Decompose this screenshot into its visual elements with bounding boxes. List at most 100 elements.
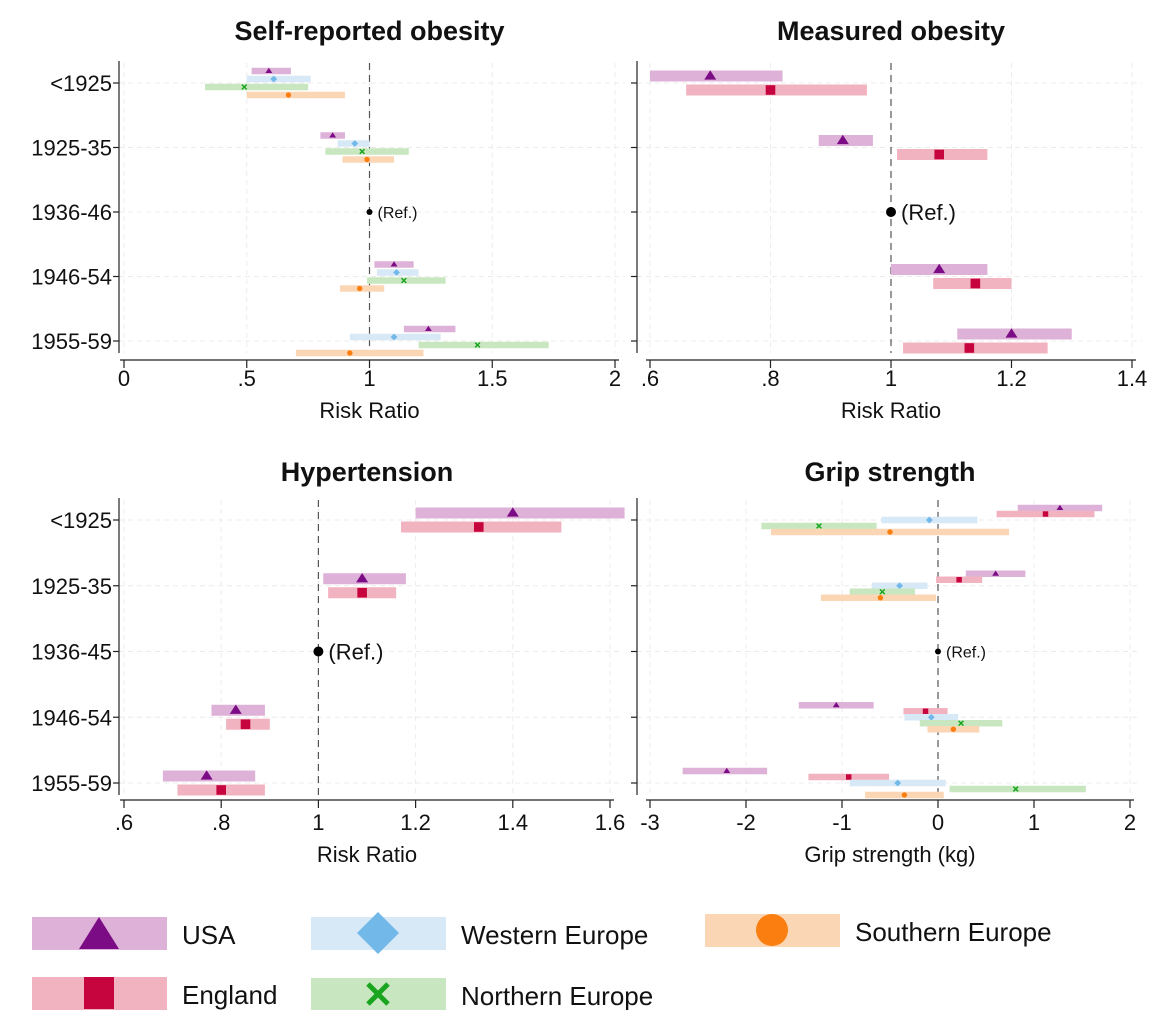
x-tick-label: -3 bbox=[640, 810, 660, 835]
y-tick-label-1925-35: 1925-35 bbox=[31, 574, 112, 599]
point-marker bbox=[390, 261, 398, 267]
point-marker bbox=[356, 573, 369, 583]
y-tick-label-1955-59: 1955-59 bbox=[31, 329, 112, 354]
ci-band bbox=[246, 75, 311, 83]
point-marker bbox=[879, 588, 886, 595]
reference-label: (Ref.) bbox=[946, 645, 986, 662]
series-usa bbox=[162, 507, 625, 782]
point-marker bbox=[877, 595, 884, 601]
series-england bbox=[686, 84, 1048, 354]
point-marker bbox=[846, 774, 852, 780]
y-tick-label-1936-46: 1936-46 bbox=[31, 200, 112, 225]
legend-item-western-europe: Western Europe bbox=[311, 912, 648, 954]
x-tick-label: 1.4 bbox=[498, 810, 529, 835]
x-tick-label: .6 bbox=[115, 810, 133, 835]
point-marker bbox=[958, 720, 964, 727]
x-tick-label: .5 bbox=[238, 366, 256, 391]
point-marker bbox=[265, 67, 273, 74]
series-england bbox=[177, 521, 562, 796]
panel-grip-strength: Grip strength -3 -2 -1 0 1 2 Grip strength (kg)… bbox=[631, 457, 1140, 867]
series-western-europe bbox=[849, 516, 978, 787]
x-tick-label: .8 bbox=[761, 366, 779, 391]
point-marker bbox=[216, 785, 226, 795]
ci-band bbox=[686, 84, 867, 96]
legend-item-southern-europe: Southern Europe bbox=[705, 914, 1052, 947]
x-tick-label: 1 bbox=[885, 366, 897, 391]
x-axis-label: Risk Ratio bbox=[317, 842, 417, 867]
point-marker bbox=[704, 70, 717, 80]
legend: USA Western Europe Southern Europe England N… bbox=[32, 912, 1052, 1010]
point-marker bbox=[950, 726, 957, 732]
x-tick-label: 1 bbox=[363, 366, 375, 391]
x-tick-label: 1 bbox=[1028, 810, 1040, 835]
point-marker bbox=[832, 702, 840, 708]
point-marker bbox=[836, 134, 849, 145]
panel-title: Grip strength bbox=[804, 457, 975, 487]
panel-measured-obesity: Measured obesity .6 .8 1 1.2 1.4 Risk Ratio (Re… bbox=[631, 16, 1147, 423]
ci-band bbox=[903, 342, 1048, 354]
cross-icon bbox=[366, 982, 390, 1006]
point-marker bbox=[364, 156, 370, 163]
point-marker bbox=[765, 85, 776, 95]
point-marker bbox=[1005, 328, 1018, 338]
x-tick-label: -1 bbox=[832, 810, 852, 835]
point-marker bbox=[1012, 786, 1019, 792]
point-marker bbox=[270, 75, 278, 83]
series-usa bbox=[682, 504, 1103, 775]
ci-band bbox=[367, 277, 446, 284]
point-marker bbox=[285, 92, 292, 98]
x-tick-label: 1.6 bbox=[595, 810, 626, 835]
point-marker bbox=[329, 132, 337, 138]
reference-point bbox=[313, 646, 324, 657]
x-tick-label: 1.2 bbox=[996, 366, 1027, 391]
point-marker bbox=[425, 325, 432, 332]
x-tick-label: 1 bbox=[312, 810, 324, 835]
panel-self-reported-obesity: Self-reported obesity <1925 1925-35 1936-46… bbox=[31, 16, 625, 423]
point-marker bbox=[241, 84, 248, 90]
x-tick-label: 0 bbox=[932, 810, 944, 835]
point-marker bbox=[816, 523, 822, 529]
point-marker bbox=[1042, 511, 1049, 517]
reference-label: (Ref.) bbox=[901, 200, 956, 225]
x-tick-label: .6 bbox=[641, 366, 659, 391]
legend-label: Western Europe bbox=[461, 920, 648, 950]
panel-title: Hypertension bbox=[281, 457, 454, 487]
ci-band bbox=[415, 507, 625, 519]
panel-title: Measured obesity bbox=[777, 16, 1005, 46]
triangle-icon bbox=[79, 917, 119, 949]
point-marker bbox=[400, 277, 407, 284]
point-marker bbox=[896, 582, 903, 590]
ci-band bbox=[251, 67, 291, 75]
y-tick-label-1925-35: 1925-35 bbox=[31, 136, 112, 161]
point-marker bbox=[922, 708, 929, 714]
x-tick-label: 2 bbox=[609, 366, 621, 391]
point-marker bbox=[357, 587, 367, 598]
x-axis-label: Risk Ratio bbox=[319, 398, 419, 423]
reference-point bbox=[886, 207, 896, 217]
point-marker bbox=[933, 263, 946, 274]
ci-band bbox=[949, 785, 1086, 793]
point-marker bbox=[934, 149, 944, 160]
ci-band bbox=[205, 83, 309, 91]
point-marker bbox=[901, 792, 908, 798]
point-marker bbox=[506, 507, 519, 517]
reference-point bbox=[935, 648, 941, 655]
point-marker bbox=[723, 767, 731, 774]
series-usa bbox=[251, 67, 456, 333]
point-marker bbox=[970, 278, 981, 289]
reference-label: (Ref.) bbox=[328, 640, 383, 665]
series-northern-europe bbox=[761, 522, 1086, 793]
panel-title: Self-reported obesity bbox=[234, 16, 504, 46]
point-marker bbox=[393, 269, 400, 276]
series-northern-europe bbox=[205, 83, 549, 349]
x-tick-label: 1.5 bbox=[477, 366, 508, 391]
point-marker bbox=[992, 570, 999, 576]
legend-item-usa: USA bbox=[32, 917, 236, 950]
x-tick-label: .8 bbox=[212, 810, 230, 835]
point-marker bbox=[956, 577, 962, 583]
y-tick-label-1946-54: 1946-54 bbox=[31, 705, 112, 730]
y-tick-label-1925: <1925 bbox=[50, 508, 112, 533]
point-marker bbox=[351, 140, 359, 147]
point-marker bbox=[964, 343, 975, 353]
diamond-icon bbox=[357, 912, 399, 954]
